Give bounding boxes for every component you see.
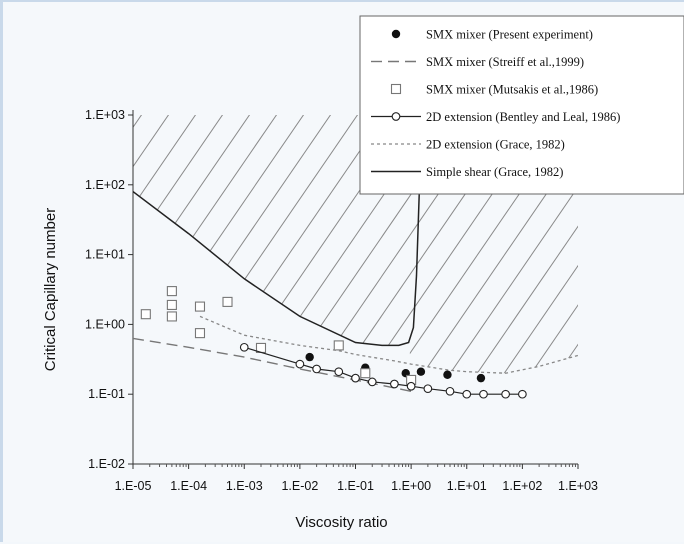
hatch-line [3,85,27,464]
legend-label: SMX mixer (Present experiment) [426,28,593,42]
series-2 [140,286,417,386]
data-point [416,367,426,376]
data-point [222,296,233,307]
axes: 1.E-05 1.E-04 1.E-03 1.E-02 1.E-01 1.E+00 1.E+… [42,108,598,531]
hatch-line [133,115,244,374]
data-point [351,373,360,383]
series-line [199,315,578,374]
data-point [518,389,527,399]
x-tick-label: 1.E-05 [115,479,152,493]
x-tick-label: 1.E+03 [558,479,598,493]
series-3 [239,342,527,399]
data-point [166,311,177,322]
data-point [390,379,399,389]
y-tick-label: 1.E+01 [85,248,125,262]
data-point [166,286,177,297]
hatch-line [133,115,136,374]
data-point [423,384,433,394]
series-line [244,346,523,395]
legend-label: SMX mixer (Streiff et al.,1999) [426,55,584,69]
data-point [334,367,344,377]
legend-swatch-marker [390,83,402,95]
data-point [194,301,206,312]
x-tick-label: 1.E+01 [447,479,487,493]
legend-label: 2D extension (Grace, 1982) [426,138,565,152]
hatch-line [133,115,163,374]
hatch-line [414,115,578,374]
y-tick-label: 1.E-01 [88,387,125,401]
y-axis-title: Critical Capillary number [42,208,59,371]
legend-label: SMX mixer (Mutsakis et al.,1986) [426,83,598,97]
data-point [166,299,177,310]
legend-box [359,15,684,195]
y-tick-label: 1.E+00 [85,317,125,331]
series-0 [305,352,486,383]
x-tick-label: 1.E-03 [226,479,263,493]
hatch-line [133,115,352,374]
series-line [133,337,412,392]
data-point [140,309,151,320]
series-line [133,191,421,347]
data-point [443,370,452,379]
y-tick-label: 1.E+03 [85,108,125,122]
legend-swatch-marker [391,112,401,121]
data-point [295,359,305,369]
hatch-line [387,115,578,374]
legend-label: Simple shear (Grace, 1982) [426,165,563,179]
data-point [239,342,249,352]
data-series [133,191,578,399]
hatch-line [133,115,379,374]
y-tick-label: 1.E+02 [85,178,125,192]
data-point [194,328,206,339]
data-point [462,389,472,399]
data-point [367,377,377,387]
data-point [305,352,314,362]
x-tick-label: 1.E-01 [337,479,374,493]
legend: SMX mixer (Present experiment) SMX mixer … [359,15,684,195]
data-point [445,386,455,396]
data-point [312,364,321,374]
chart-svg: 1.E-05 1.E-04 1.E-03 1.E-02 1.E-01 1.E+00 1.E+… [3,15,684,531]
x-tick-label: 1.E+02 [502,479,542,493]
data-point [406,381,416,391]
data-point [333,340,344,351]
hatch-line [441,115,578,374]
x-tick-label: 1.E-02 [281,479,318,493]
series-4 [199,315,578,374]
data-point [476,373,486,383]
data-point [360,368,371,379]
legend-swatch-marker [391,29,401,39]
x-tick-label: 1.E-04 [170,479,207,493]
data-point [479,389,488,399]
hatch-line [133,115,217,374]
hatch-line [133,115,298,374]
data-point [501,389,510,399]
series-1 [133,337,412,392]
x-axis-title: Viscosity ratio [295,514,387,531]
legend-label: 2D extension (Bentley and Leal, 1986) [426,110,620,124]
series-5 [133,191,421,347]
hatch-line [133,115,325,374]
y-tick-label: 1.E-02 [88,457,125,471]
hatch-line [133,115,190,374]
x-tick-label: 1.E+00 [391,479,431,493]
